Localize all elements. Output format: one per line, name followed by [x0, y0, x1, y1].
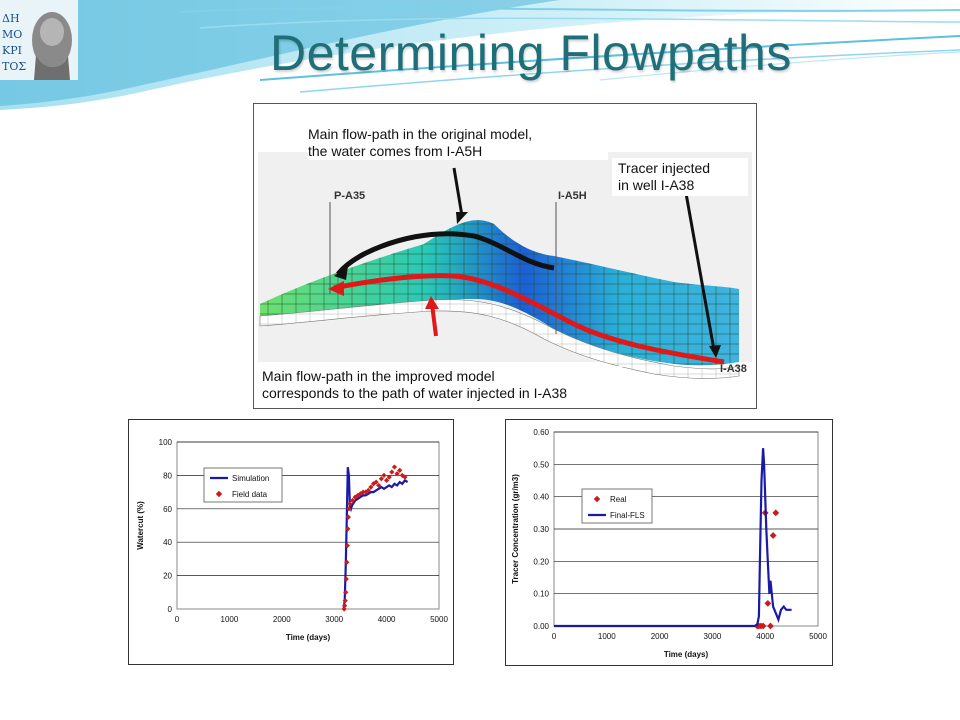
- watercut-chart-panel: 0 20 40 60 80 100 0 1000 2000 3000 4000 5000 Time (d…: [128, 419, 454, 665]
- legend-label: Final-FLS: [610, 511, 645, 520]
- y-tick-label: 20: [163, 572, 172, 581]
- y-tick-label: 60: [163, 505, 172, 514]
- plot-area: [176, 441, 440, 610]
- y-tick-label: 0.60: [533, 428, 549, 437]
- callout-original-path: Main flow-path in the original model, th…: [308, 126, 608, 160]
- x-tick-label: 5000: [809, 632, 827, 641]
- reservoir-model-figure: P-A35 I-A5H I-A38 Main flow-path in the …: [253, 103, 757, 409]
- data-point: [759, 622, 767, 630]
- svg-text:ΤΟΣ: ΤΟΣ: [2, 60, 26, 73]
- data-point: [384, 477, 390, 484]
- data-point: [344, 559, 350, 565]
- x-tick-label: 1000: [598, 632, 616, 641]
- data-point: [402, 474, 408, 480]
- callout-tracer: Tracer injected in well I-A38: [612, 158, 748, 196]
- legend-label: Real: [610, 495, 627, 504]
- data-point: [391, 464, 398, 470]
- y-tick-label: 0.40: [533, 493, 549, 502]
- legend-label: Simulation: [232, 474, 269, 483]
- data-point: [767, 622, 774, 630]
- y-tick-label: 40: [163, 538, 172, 547]
- svg-text:ΔΗ: ΔΗ: [2, 12, 20, 25]
- callout-original-path-line1: Main flow-path in the original model,: [308, 126, 533, 142]
- callout-improved-path-line2: corresponds to the path of water injecte…: [262, 385, 568, 401]
- callout-improved-path-line1: Main flow-path in the improved model: [262, 368, 495, 384]
- y-axis-label: Tracer Concentration (gr/m3): [511, 474, 520, 584]
- data-point: [772, 509, 780, 517]
- x-tick-label: 3000: [704, 632, 722, 641]
- data-point: [341, 606, 347, 612]
- x-tick-label: 4000: [756, 632, 774, 641]
- well-label-ia38: I-A38: [720, 363, 747, 375]
- x-axis-label: Time (days): [286, 633, 331, 642]
- data-point: [373, 479, 379, 485]
- series-line-simulation: [342, 466, 409, 610]
- data-point: [386, 474, 392, 480]
- x-tick-label: 3000: [325, 615, 343, 624]
- callout-tracer-line2: in well I-A38: [618, 177, 695, 193]
- y-axis-label: Watercut (%): [136, 501, 145, 550]
- x-tick-label: 4000: [378, 615, 396, 624]
- x-axis-label: Time (days): [664, 650, 709, 659]
- y-tick-label: 80: [163, 471, 172, 480]
- legend-swatch-marker: [215, 490, 223, 498]
- data-point: [389, 469, 395, 475]
- tracer-chart-panel: 0.00 0.10 0.20 0.30 0.40 0.50 0.60 0 1000 2000 300…: [505, 419, 833, 666]
- legend-swatch-marker: [593, 495, 601, 503]
- y-tick-label: 0.30: [533, 525, 549, 534]
- svg-text:ΜΟ: ΜΟ: [2, 28, 22, 41]
- y-tick-label: 0.10: [533, 590, 549, 599]
- data-point: [381, 472, 387, 478]
- x-tick-label: 2000: [273, 615, 291, 624]
- y-tick-label: 0.20: [533, 557, 549, 566]
- data-point: [764, 599, 772, 607]
- x-tick-label: 2000: [651, 632, 669, 641]
- x-tick-label: 5000: [430, 615, 448, 624]
- data-point: [370, 481, 377, 487]
- data-point: [769, 532, 777, 539]
- slide-title: Determining Flowpaths: [270, 25, 792, 81]
- legend-label: Field data: [232, 490, 268, 499]
- institution-logo: ΔΗ ΜΟ ΚΡΙ ΤΟΣ: [0, 0, 78, 80]
- y-tick-label: 0.00: [533, 622, 549, 631]
- series-line-final-fls: [554, 448, 792, 628]
- x-tick-label: 1000: [221, 615, 239, 624]
- legend-box: [203, 467, 283, 503]
- well-label-ia5h: I-A5H: [558, 190, 587, 202]
- x-tick-label: 0: [175, 615, 180, 624]
- callout-improved-path: Main flow-path in the improved model cor…: [258, 366, 622, 404]
- x-tick-label: 0: [552, 632, 557, 641]
- callout-tracer-line1: Tracer injected: [618, 160, 711, 176]
- tracer-chart: 0.00 0.10 0.20 0.30 0.40 0.50 0.60 0 1000 2000 300…: [511, 428, 827, 659]
- header-swoosh: [0, 0, 960, 110]
- y-tick-label: 0.50: [533, 460, 549, 469]
- y-tick-label: 100: [159, 438, 173, 447]
- legend-box: [581, 488, 653, 524]
- svg-text:ΚΡΙ: ΚΡΙ: [2, 44, 22, 57]
- callout-original-path-line2: the water comes from I-A5H: [308, 143, 483, 159]
- y-tick-label: 0: [168, 605, 173, 614]
- well-label-pa35: P-A35: [334, 190, 366, 202]
